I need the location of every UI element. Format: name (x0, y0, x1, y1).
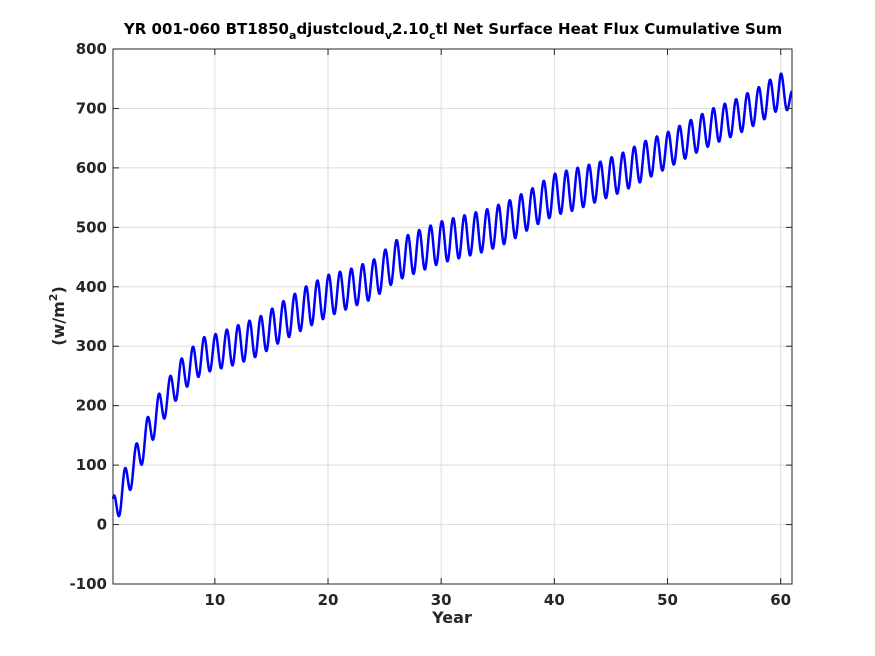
x-tick-labels: 10 20 30 40 50 60 (204, 591, 791, 609)
y-tick-label: 800 (76, 40, 107, 58)
x-tick-label: 30 (431, 591, 452, 609)
axes-box (112, 48, 793, 585)
x-tick-label: 60 (770, 591, 791, 609)
y-tick-label: 600 (76, 159, 107, 177)
y-tick-label: 200 (76, 397, 107, 415)
chart-title: YR 001-060 BT1850adjustcloudv2.10ctl Net… (123, 20, 782, 42)
y-tick-label: 0 (97, 516, 107, 534)
y-axis-label: (w/m2) (47, 286, 68, 346)
y-tick-label: 400 (76, 278, 107, 296)
series-group (111, 72, 794, 518)
x-tick-label: 20 (318, 591, 339, 609)
y-tick-label: 100 (76, 456, 107, 474)
y-tick-label: 300 (76, 337, 107, 355)
ticks (113, 48, 792, 585)
series-line (111, 72, 794, 518)
x-axis-label: Year (431, 608, 472, 627)
y-tick-label: 700 (76, 99, 107, 117)
y-tick-label: -100 (69, 575, 107, 593)
x-tick-label: 50 (657, 591, 678, 609)
x-tick-label: 10 (204, 591, 225, 609)
plot-area (113, 49, 792, 584)
x-tick-label: 40 (544, 591, 565, 609)
y-tick-labels: -100 0 100 200 300 400 500 600 700 800 (69, 40, 107, 593)
y-tick-label: 500 (76, 218, 107, 236)
